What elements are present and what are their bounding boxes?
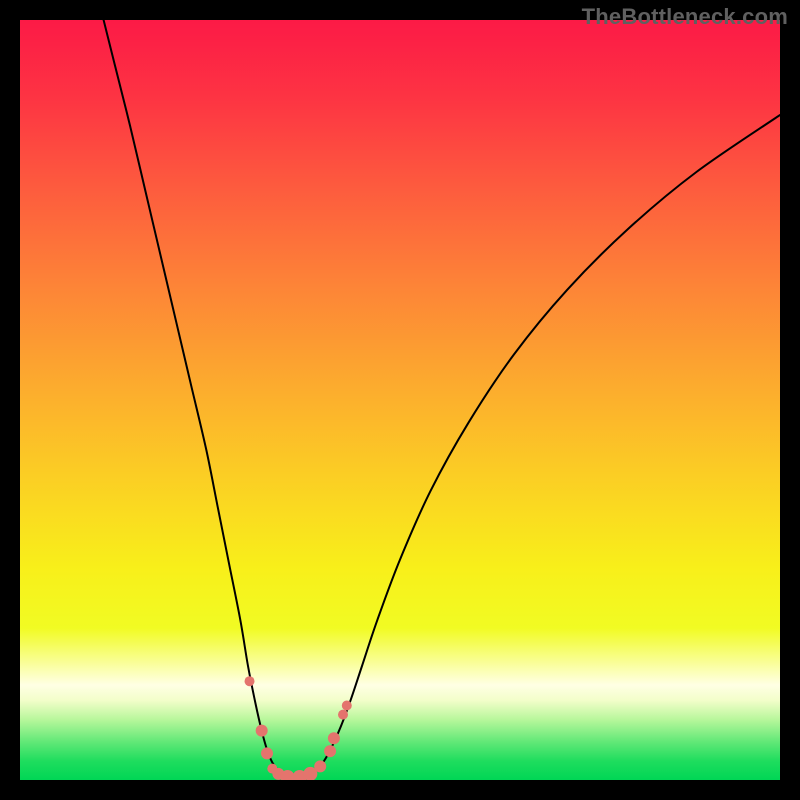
- marker-point: [324, 745, 336, 757]
- marker-point: [328, 732, 340, 744]
- marker-point: [338, 710, 348, 720]
- chart-container: TheBottleneck.com: [0, 0, 800, 800]
- marker-point: [342, 701, 352, 711]
- marker-point: [261, 747, 273, 759]
- plot-background: [20, 20, 780, 780]
- marker-point: [314, 760, 326, 772]
- chart-svg: [0, 0, 800, 800]
- marker-point: [245, 676, 255, 686]
- marker-point: [256, 725, 268, 737]
- watermark: TheBottleneck.com: [582, 4, 788, 30]
